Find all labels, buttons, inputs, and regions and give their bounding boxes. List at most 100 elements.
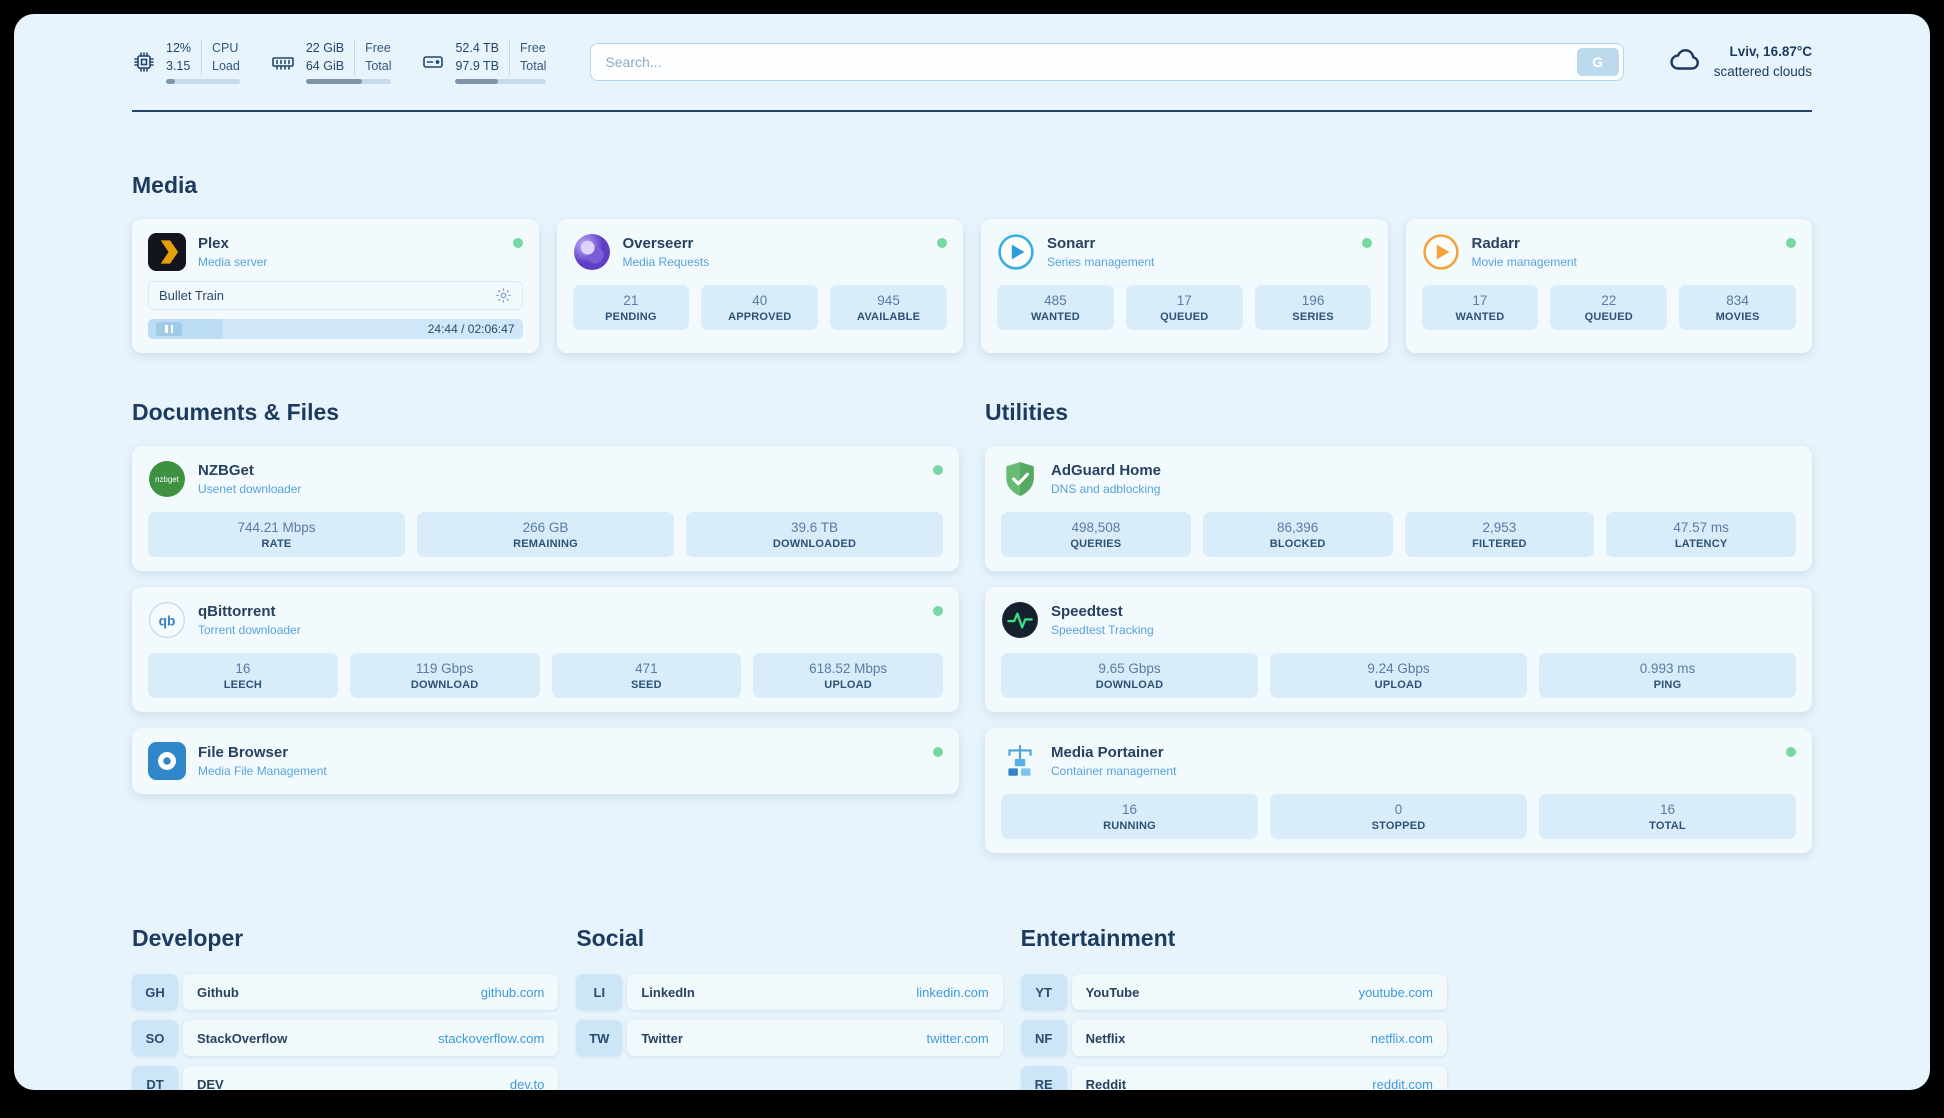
- bookmark-body[interactable]: Netflix netflix.com: [1071, 1020, 1447, 1056]
- bookmark-body[interactable]: Twitter twitter.com: [627, 1020, 1003, 1056]
- app-card-sonarr[interactable]: Sonarr Series management 485 WANTED 17 Q…: [981, 219, 1388, 353]
- bookmark-link[interactable]: GH Github github.com: [132, 974, 559, 1010]
- stat-label: LATENCY: [1674, 538, 1728, 550]
- bookmark-link[interactable]: DT DEV dev.to: [132, 1066, 559, 1090]
- bookmark-abbr: TW: [576, 1020, 623, 1056]
- stat-label: AVAILABLE: [857, 311, 921, 323]
- bookmark-link[interactable]: YT YouTube youtube.com: [1020, 974, 1447, 1010]
- radarr-icon: [1422, 233, 1460, 271]
- status-indicator: [1786, 238, 1796, 248]
- bookmark-url: netflix.com: [1370, 1030, 1433, 1046]
- sonarr-icon: [997, 233, 1035, 271]
- now-playing-title: Bullet Train: [159, 288, 225, 303]
- bookmark-body[interactable]: Reddit reddit.com: [1071, 1066, 1447, 1091]
- app-card-nzbget[interactable]: nzbget NZBGet Usenet downloader 744.21 M…: [132, 446, 959, 571]
- search-bar: G: [590, 43, 1624, 81]
- ram-total-value: 64 GiB: [305, 58, 345, 73]
- ram-monitor: 22 GiB 64 GiB Free Total: [270, 40, 392, 84]
- stat-label: QUERIES: [1070, 538, 1122, 550]
- stat-label: SEED: [630, 679, 662, 691]
- status-indicator: [933, 606, 943, 616]
- bookmark-body[interactable]: Github github.com: [183, 974, 559, 1010]
- pause-button[interactable]: [156, 322, 182, 336]
- disk-free-label: Free: [520, 41, 546, 55]
- bookmark-link[interactable]: RE Reddit reddit.com: [1020, 1066, 1447, 1091]
- stat-box: 22 QUEUED: [1550, 285, 1668, 330]
- dashboard-page: 12% 3.15 CPU Load: [14, 14, 1930, 1090]
- stat-label: RUNNING: [1103, 820, 1156, 832]
- stats-row: 9.65 Gbps DOWNLOAD 9.24 Gbps UPLOAD 0.99…: [1001, 653, 1796, 698]
- stat-label: DOWNLOADED: [772, 538, 857, 550]
- stat-label: PING: [1653, 679, 1682, 691]
- bookmark-body[interactable]: DEV dev.to: [183, 1066, 559, 1090]
- bookmark-body[interactable]: YouTube youtube.com: [1071, 974, 1447, 1010]
- app-card-speedtest[interactable]: Speedtest Speedtest Tracking 9.65 Gbps D…: [985, 587, 1812, 712]
- app-card-radarr[interactable]: Radarr Movie management 17 WANTED 22 QUE…: [1405, 219, 1812, 353]
- section-title-entertainment: Entertainment: [1020, 925, 1176, 951]
- svg-text:qb: qb: [159, 613, 176, 628]
- status-indicator: [1361, 238, 1372, 248]
- ram-icon: [270, 50, 296, 74]
- playback-progress-bar[interactable]: 24:44 / 02:06:47: [148, 319, 523, 339]
- bookmark-body[interactable]: StackOverflow stackoverflow.com: [183, 1020, 559, 1056]
- stat-box: 744.21 Mbps RATE: [148, 512, 405, 557]
- stat-box: 196 SERIES: [1254, 285, 1372, 330]
- bookmark-link[interactable]: NF Netflix netflix.com: [1020, 1020, 1447, 1056]
- bookmark-name: Twitter: [641, 1030, 683, 1046]
- system-monitors: 12% 3.15 CPU Load: [132, 40, 547, 84]
- stat-value: 498,508: [1071, 520, 1121, 535]
- disk-total-value: 97.9 TB: [455, 58, 500, 73]
- qbittorrent-icon: qb: [148, 601, 186, 639]
- stat-box: 16 RUNNING: [1001, 794, 1258, 839]
- stat-box: 9.65 Gbps DOWNLOAD: [1001, 653, 1258, 698]
- weather-location: Lviv, 16.87°C: [1729, 44, 1812, 60]
- stat-value: 39.6 TB: [790, 520, 839, 535]
- stat-label: FILTERED: [1472, 538, 1527, 550]
- section-developer: Developer GH Github github.com SO StackO…: [132, 869, 559, 1090]
- stats-row: 498,508 QUERIES 86,396 BLOCKED 2,953 FIL…: [1001, 512, 1796, 557]
- app-card-filebrowser[interactable]: File Browser Media File Management: [132, 728, 959, 794]
- bookmark-name: Reddit: [1085, 1076, 1127, 1091]
- weather-widget: Lviv, 16.87°C scattered clouds: [1668, 42, 1812, 81]
- app-card-plex[interactable]: Plex Media server Bullet Train: [132, 219, 539, 353]
- cpu-label: CPU: [212, 41, 239, 55]
- stat-value: 119 Gbps: [415, 661, 474, 676]
- cpu-progress-bar: [166, 79, 240, 84]
- app-card-qbittorrent[interactable]: qb qBittorrent Torrent downloader 16 LEE…: [132, 587, 959, 712]
- stat-box: 2,953 FILTERED: [1404, 512, 1595, 557]
- stat-box: 119 Gbps DOWNLOAD: [349, 653, 540, 698]
- section-media: Media Plex Media server Bullet Train: [132, 172, 1812, 353]
- stat-value: 9.24 Gbps: [1367, 661, 1430, 676]
- app-subtitle: Media server: [198, 255, 268, 269]
- stat-box: 40 APPROVED: [701, 285, 819, 330]
- stats-row: 21 PENDING 40 APPROVED 945 AVAILABLE: [572, 285, 948, 330]
- bookmark-abbr: YT: [1020, 974, 1067, 1010]
- stat-label: DOWNLOAD: [410, 679, 479, 691]
- stat-value: 21: [623, 293, 639, 308]
- app-name: Media Portainer: [1051, 744, 1164, 761]
- bookmark-name: StackOverflow: [197, 1030, 288, 1046]
- settings-gear-icon[interactable]: [495, 287, 512, 304]
- app-subtitle: Movie management: [1471, 255, 1577, 269]
- bookmark-link[interactable]: TW Twitter twitter.com: [576, 1020, 1003, 1056]
- app-name: NZBGet: [198, 462, 254, 479]
- search-engine-button[interactable]: G: [1576, 48, 1619, 76]
- bookmark-link[interactable]: LI LinkedIn linkedin.com: [576, 974, 1003, 1010]
- section-utilities: Utilities AdGuard Home DNS and adblockin…: [985, 353, 1812, 869]
- app-card-adguard[interactable]: AdGuard Home DNS and adblocking 498,508 …: [985, 446, 1812, 571]
- app-card-overseerr[interactable]: Overseerr Media Requests 21 PENDING 40 A…: [556, 219, 963, 353]
- bookmark-link[interactable]: SO StackOverflow stackoverflow.com: [132, 1020, 559, 1056]
- stat-label: APPROVED: [728, 311, 792, 323]
- stat-box: 618.52 Mbps UPLOAD: [753, 653, 943, 698]
- bookmark-abbr: GH: [132, 974, 178, 1010]
- stat-value: 0.993 ms: [1639, 661, 1696, 676]
- app-subtitle: Media File Management: [198, 764, 327, 778]
- app-card-portainer[interactable]: Media Portainer Container management 16 …: [985, 728, 1812, 853]
- stat-label: RATE: [261, 538, 292, 550]
- stat-label: REMAINING: [513, 538, 578, 550]
- bookmark-url: reddit.com: [1372, 1076, 1433, 1091]
- stat-box: 9.24 Gbps UPLOAD: [1270, 653, 1527, 698]
- bookmark-body[interactable]: LinkedIn linkedin.com: [627, 974, 1003, 1010]
- bookmark-name: YouTube: [1085, 984, 1140, 1000]
- search-input[interactable]: [590, 43, 1624, 81]
